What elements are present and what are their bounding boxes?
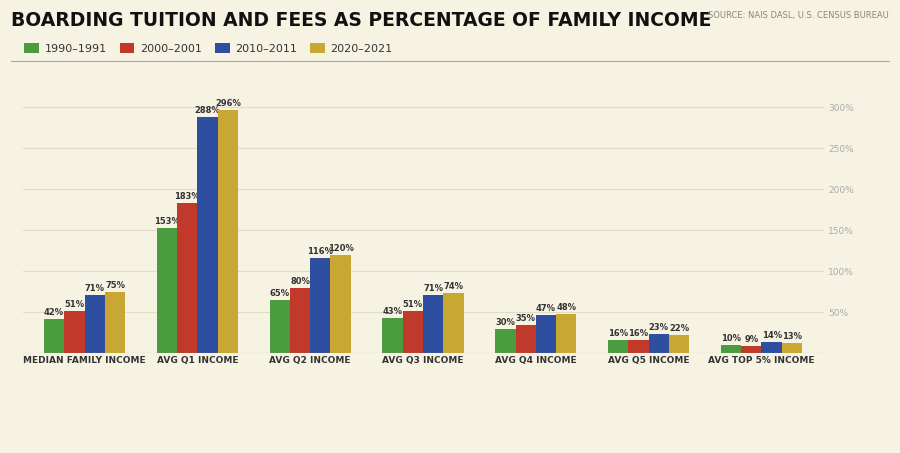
Bar xyxy=(721,345,741,353)
Bar xyxy=(310,258,330,353)
Text: 14%: 14% xyxy=(761,331,782,340)
Text: 71%: 71% xyxy=(423,284,443,293)
Text: 71%: 71% xyxy=(85,284,104,293)
Bar xyxy=(290,288,310,353)
Text: 80%: 80% xyxy=(290,277,310,285)
Text: 10%: 10% xyxy=(721,334,741,343)
Bar xyxy=(44,319,64,353)
Text: 65%: 65% xyxy=(270,289,290,298)
Bar xyxy=(608,340,628,353)
Bar xyxy=(85,295,105,353)
Bar xyxy=(536,315,556,353)
Bar xyxy=(157,228,177,353)
Legend: 1990–1991, 2000–2001, 2010–2011, 2020–2021: 1990–1991, 2000–2001, 2010–2011, 2020–20… xyxy=(20,39,397,58)
Bar xyxy=(218,110,238,353)
Bar xyxy=(105,292,125,353)
Text: 16%: 16% xyxy=(608,329,628,338)
Text: 120%: 120% xyxy=(328,244,354,253)
Bar xyxy=(382,318,402,353)
Text: 9%: 9% xyxy=(744,335,759,344)
Text: 153%: 153% xyxy=(154,217,180,226)
Text: 74%: 74% xyxy=(444,281,464,290)
Bar xyxy=(669,335,689,353)
Bar xyxy=(64,312,85,353)
Text: 51%: 51% xyxy=(403,300,423,309)
Text: 288%: 288% xyxy=(194,106,220,115)
Text: BOARDING TUITION AND FEES AS PERCENTAGE OF FAMILY INCOME: BOARDING TUITION AND FEES AS PERCENTAGE … xyxy=(11,11,711,30)
Text: 42%: 42% xyxy=(44,308,64,317)
Text: 47%: 47% xyxy=(536,304,556,313)
Text: 22%: 22% xyxy=(669,324,689,333)
Text: 13%: 13% xyxy=(782,332,802,341)
Text: 51%: 51% xyxy=(64,300,85,309)
Text: SOURCE: NAIS DASL, U.S. CENSUS BUREAU: SOURCE: NAIS DASL, U.S. CENSUS BUREAU xyxy=(708,11,889,20)
Bar xyxy=(197,117,218,353)
Bar xyxy=(423,295,444,353)
Text: 116%: 116% xyxy=(307,247,333,256)
Text: 43%: 43% xyxy=(382,307,402,316)
Bar xyxy=(444,293,464,353)
Bar xyxy=(761,342,782,353)
Text: 16%: 16% xyxy=(628,329,649,338)
Bar xyxy=(330,255,351,353)
Bar xyxy=(649,334,669,353)
Text: 35%: 35% xyxy=(516,313,536,323)
Bar xyxy=(628,340,649,353)
Text: 30%: 30% xyxy=(495,318,516,327)
Bar xyxy=(402,312,423,353)
Bar xyxy=(741,346,761,353)
Text: 296%: 296% xyxy=(215,99,241,108)
Text: 75%: 75% xyxy=(105,281,125,290)
Bar xyxy=(495,329,516,353)
Bar xyxy=(516,325,536,353)
Bar xyxy=(782,342,802,353)
Text: 48%: 48% xyxy=(556,303,576,312)
Text: 23%: 23% xyxy=(649,323,669,333)
Text: 183%: 183% xyxy=(175,192,200,201)
Bar xyxy=(270,300,290,353)
Bar xyxy=(177,203,197,353)
Bar xyxy=(556,314,576,353)
